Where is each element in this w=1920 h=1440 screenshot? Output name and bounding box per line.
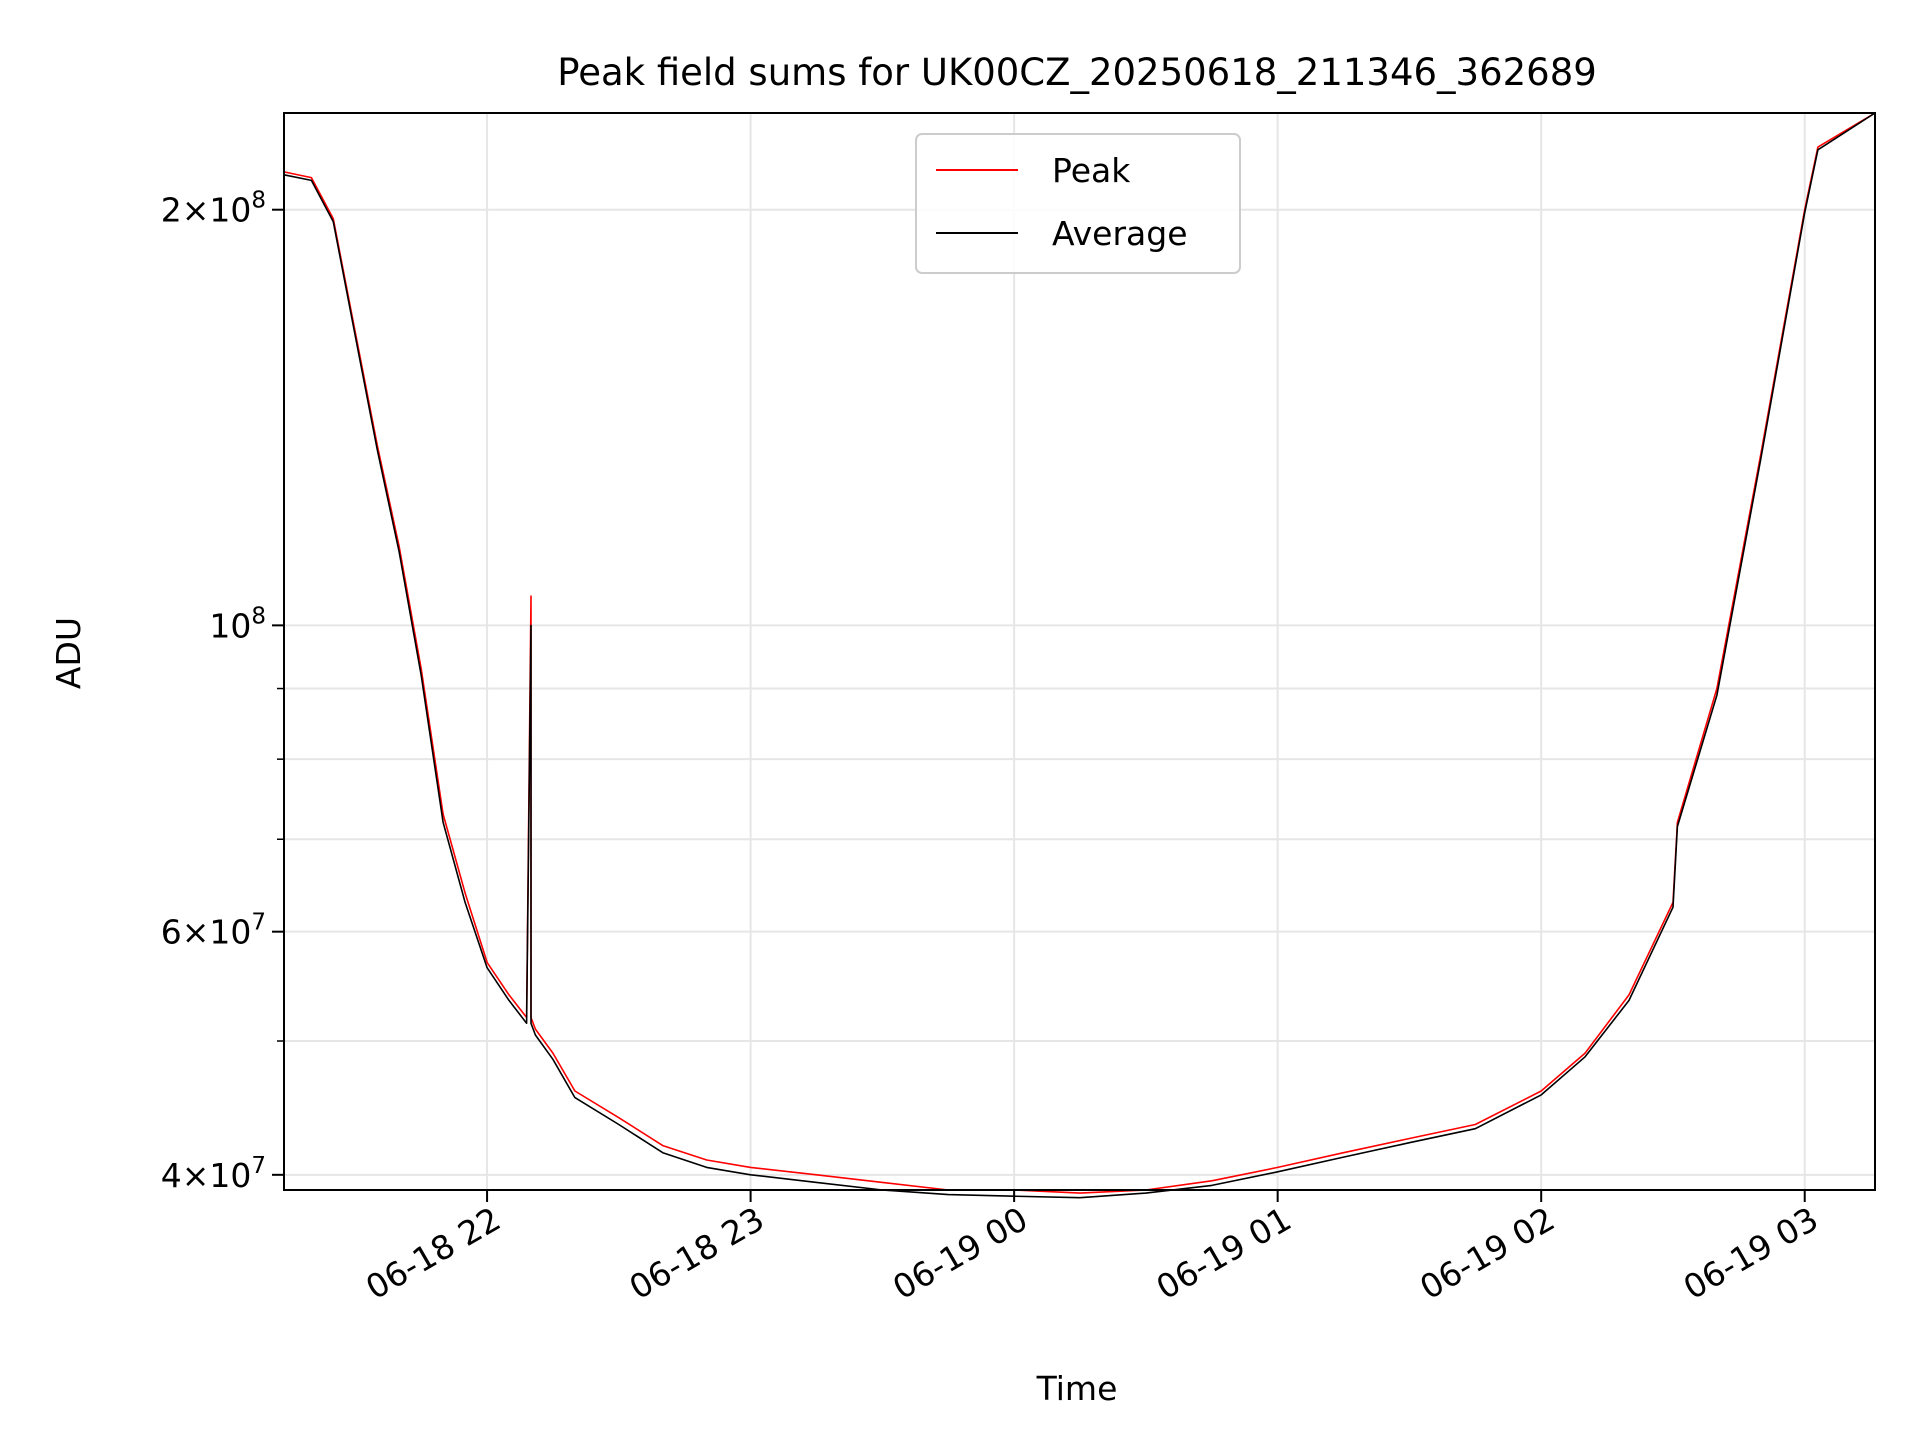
grid [284, 113, 1875, 1190]
y-tick-label: 2×108 [161, 188, 266, 230]
legend-label-average: Average [1052, 214, 1188, 253]
y-tick-exponent: 8 [251, 603, 266, 629]
legend: Peak Average [915, 133, 1241, 274]
y-tick-base: 10 [209, 606, 251, 645]
series-lines [283, 112, 1876, 1199]
y-tick-mantissa: 4× [161, 1156, 210, 1195]
series-line-peak [283, 112, 1876, 1194]
legend-label-peak: Peak [1052, 151, 1131, 190]
y-tick-base: 10 [209, 191, 251, 230]
y-tick-exponent: 7 [251, 910, 266, 936]
series-line-average [283, 112, 1876, 1199]
y-tick-label: 4×107 [161, 1153, 266, 1195]
legend-box [915, 133, 1241, 274]
x-axis-label: Time [1036, 1369, 1118, 1408]
y-tick-label: 108 [209, 603, 266, 645]
y-tick-mantissa: 6× [161, 913, 210, 952]
y-axis-label: ADU [49, 617, 88, 689]
y-tick-base: 10 [209, 1156, 251, 1195]
y-tick-exponent: 7 [251, 1153, 266, 1179]
y-tick-label: 6×107 [161, 910, 266, 952]
plot-frame [283, 112, 1876, 1191]
chart-title: Peak field sums for UK00CZ_20250618_2113… [557, 51, 1597, 94]
y-tick-mantissa: 2× [161, 191, 210, 230]
y-tick-base: 10 [209, 913, 251, 952]
y-tick-exponent: 8 [251, 188, 266, 214]
